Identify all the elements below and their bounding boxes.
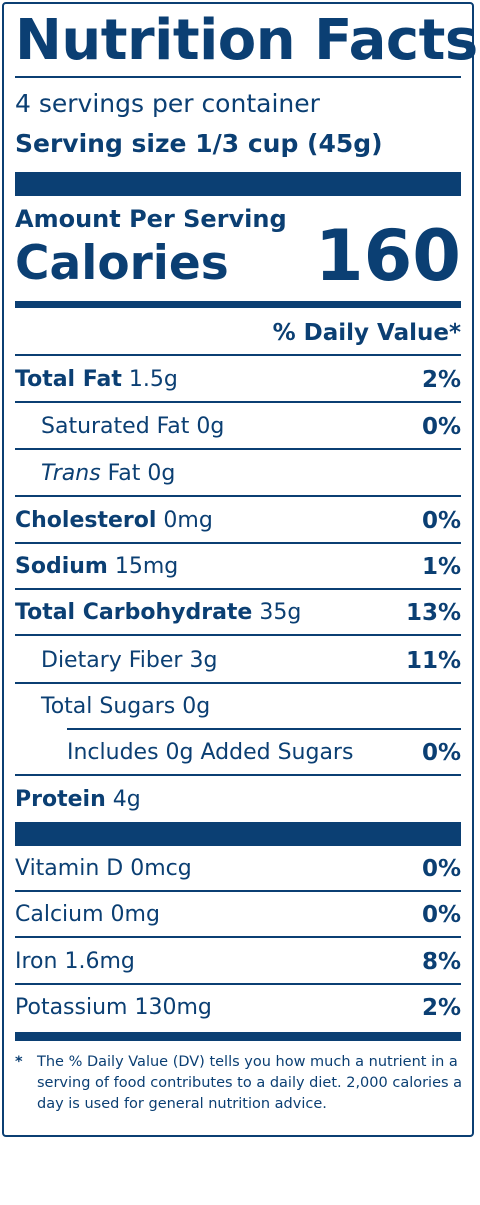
- nutrient-row-protein: Protein 4g: [15, 778, 461, 822]
- nutrient-row-total-carbohydrate: Total Carbohydrate 35g 13%: [15, 591, 461, 636]
- nutrient-label: Saturated Fat 0g: [41, 414, 225, 439]
- medium-divider: [15, 301, 461, 308]
- nutrient-label: Includes 0g Added Sugars: [67, 740, 354, 765]
- nutrient-row-total-fat: Total Fat 1.5g 2%: [15, 358, 461, 403]
- footnote-text: The % Daily Value (DV) tells you how muc…: [37, 1054, 463, 1112]
- daily-value-header: % Daily Value*: [272, 320, 461, 346]
- serving-size: Serving size 1/3 cup (45g): [15, 129, 383, 158]
- nutrient-row-cholesterol: Cholesterol 0mg 0%: [15, 499, 461, 544]
- nutrient-daily-value: 1%: [421, 554, 461, 580]
- nutrient-row-trans-fat: Trans Fat 0g: [15, 452, 461, 497]
- thick-divider: [15, 822, 461, 846]
- row-divider: [15, 448, 461, 450]
- vitamin-row-vitamin-d: Vitamin D 0mcg 0%: [15, 847, 461, 892]
- vitamin-label: Vitamin D 0mcg: [15, 856, 192, 881]
- panel-content: Nutrition Facts 4 servings per container…: [15, 4, 478, 1135]
- nutrient-daily-value: 2%: [421, 367, 461, 393]
- vitamin-label: Calcium 0mg: [15, 902, 160, 927]
- nutrient-label: Total Carbohydrate 35g: [15, 600, 302, 625]
- vitamin-daily-value: 2%: [421, 995, 461, 1021]
- nutrient-row-total-sugars: Total Sugars 0g: [15, 685, 461, 730]
- nutrient-row-saturated-fat: Saturated Fat 0g 0%: [15, 405, 461, 450]
- divider: [15, 76, 461, 78]
- nutrient-daily-value: 13%: [405, 600, 461, 626]
- calories-value: 160: [314, 215, 461, 297]
- nutrient-row-added-sugars: Includes 0g Added Sugars 0%: [15, 731, 461, 776]
- footnote-asterisk: *: [15, 1054, 23, 1070]
- nutrient-daily-value: 0%: [421, 740, 461, 766]
- nutrient-label: Cholesterol 0mg: [15, 508, 213, 533]
- nutrient-row-dietary-fiber: Dietary Fiber 3g 11%: [15, 639, 461, 684]
- vitamin-label: Iron 1.6mg: [15, 949, 135, 974]
- vitamin-daily-value: 8%: [421, 949, 461, 975]
- row-divider: [15, 588, 461, 590]
- row-divider: [15, 634, 461, 636]
- calories-label: Calories: [15, 236, 229, 291]
- nutrient-label: Sodium 15mg: [15, 554, 179, 579]
- nutrient-label: Protein 4g: [15, 787, 141, 812]
- vitamin-label: Potassium 130mg: [15, 995, 212, 1020]
- nutrient-label: Trans Fat 0g: [41, 461, 176, 486]
- amount-per-serving: Amount Per Serving: [15, 205, 287, 233]
- divider: [15, 354, 461, 356]
- nutrient-daily-value: 0%: [421, 508, 461, 534]
- nutrient-label: Total Fat 1.5g: [15, 367, 178, 392]
- nutrient-label: Dietary Fiber 3g: [41, 648, 218, 673]
- vitamin-daily-value: 0%: [421, 902, 461, 928]
- row-divider: [15, 495, 461, 497]
- nutrition-facts-panel: Nutrition Facts 4 servings per container…: [2, 2, 478, 1137]
- vitamin-row-calcium: Calcium 0mg 0%: [15, 893, 461, 938]
- medium-divider: [15, 1032, 461, 1041]
- nutrient-row-sodium: Sodium 15mg 1%: [15, 545, 461, 590]
- row-divider: [67, 728, 461, 730]
- thick-divider: [15, 172, 461, 196]
- row-divider: [15, 401, 461, 403]
- servings-per-container: 4 servings per container: [15, 89, 320, 118]
- nutrient-daily-value: 11%: [405, 648, 461, 674]
- vitamin-row-potassium: Potassium 130mg 2%: [15, 986, 461, 1030]
- label-title: Nutrition Facts: [15, 8, 478, 73]
- nutrient-daily-value: 0%: [421, 414, 461, 440]
- row-divider: [15, 542, 461, 544]
- row-divider: [15, 983, 461, 985]
- vitamin-daily-value: 0%: [421, 856, 461, 882]
- row-divider: [15, 936, 461, 938]
- nutrient-label: Total Sugars 0g: [41, 694, 211, 719]
- row-divider: [15, 682, 461, 684]
- row-divider: [15, 774, 461, 776]
- row-divider: [15, 890, 461, 892]
- vitamin-row-iron: Iron 1.6mg 8%: [15, 940, 461, 985]
